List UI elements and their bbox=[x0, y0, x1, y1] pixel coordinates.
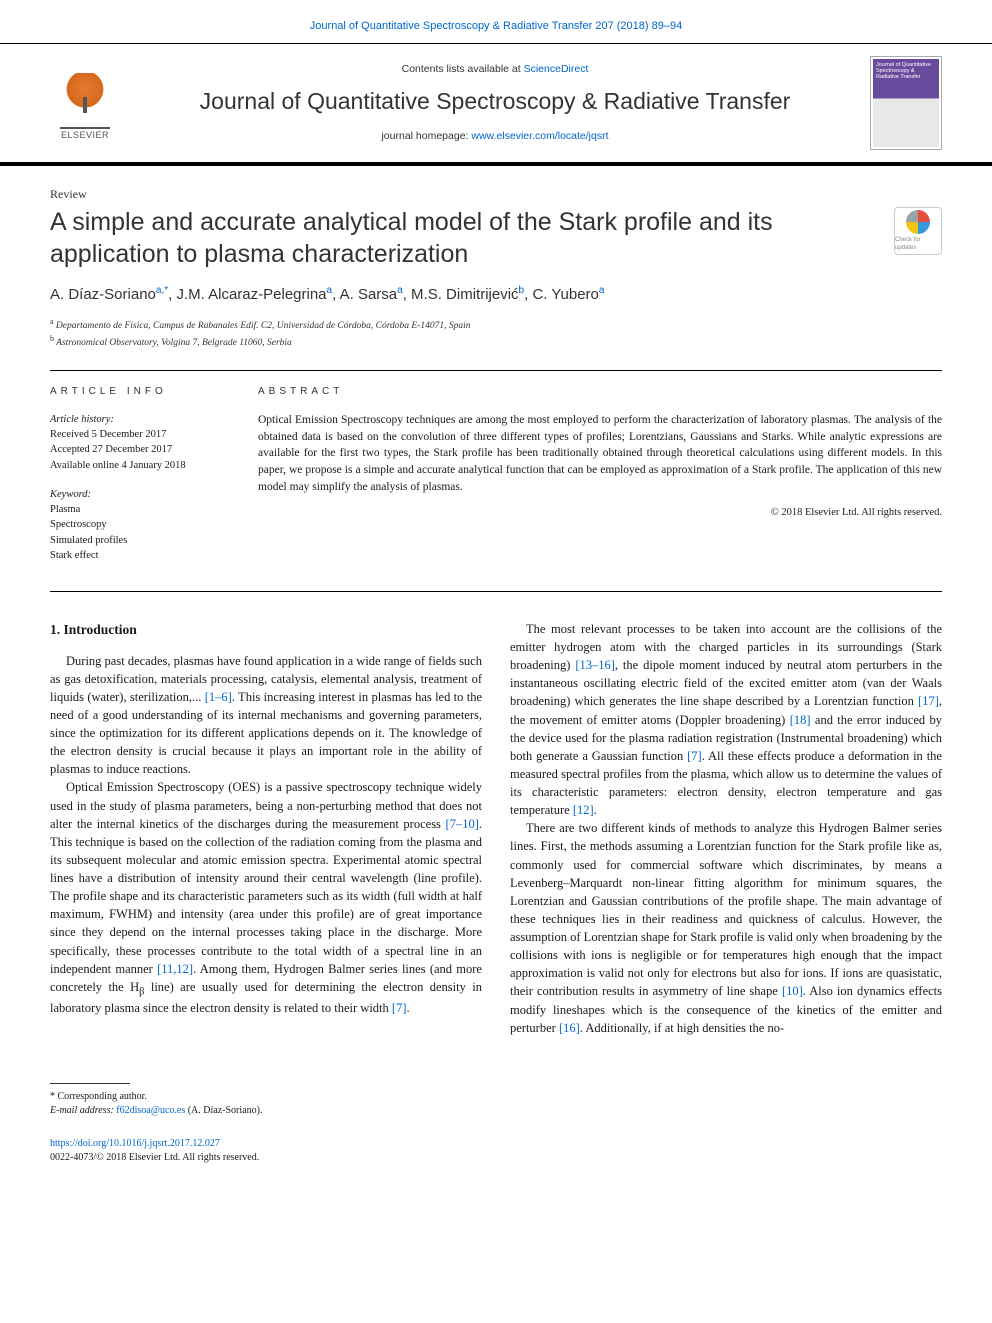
article-title: A simple and accurate analytical model o… bbox=[50, 207, 874, 270]
cover-thumb-title: Journal of Quantitative Spectroscopy & R… bbox=[873, 59, 939, 83]
para-1: During past decades, plasmas have found … bbox=[50, 652, 482, 779]
affiliation-b: Astronomical Observatory, Volgina 7, Bel… bbox=[56, 338, 292, 348]
keyword: Plasma bbox=[50, 502, 242, 517]
info-abstract-block: ARTICLE INFO Article history: Received 5… bbox=[50, 370, 942, 591]
sciencedirect-link[interactable]: ScienceDirect bbox=[524, 63, 589, 75]
header-center: Contents lists available at ScienceDirec… bbox=[138, 62, 852, 144]
doi-link[interactable]: https://doi.org/10.1016/j.jqsrt.2017.12.… bbox=[50, 1138, 220, 1149]
issn-line: 0022-4073/© 2018 Elsevier Ltd. All right… bbox=[50, 1152, 259, 1163]
keyword: Stark effect bbox=[50, 548, 242, 563]
ref-link[interactable]: [17] bbox=[918, 694, 939, 708]
history-accepted: Accepted 27 December 2017 bbox=[50, 442, 242, 457]
affiliation-a: Departamento de Física, Campus de Rabana… bbox=[56, 321, 471, 331]
abstract: ABSTRACT Optical Emission Spectroscopy t… bbox=[258, 371, 942, 590]
ref-link[interactable]: [16] bbox=[559, 1021, 580, 1035]
ref-link[interactable]: [7] bbox=[392, 1001, 407, 1015]
article-type: Review bbox=[50, 186, 942, 203]
corresponding-author: * Corresponding author. E-mail address: … bbox=[50, 1090, 942, 1119]
affiliations: a Departamento de Física, Campus de Raba… bbox=[50, 316, 942, 351]
ref-link[interactable]: [11,12] bbox=[157, 962, 193, 976]
ref-link[interactable]: [18] bbox=[790, 713, 811, 727]
footnote-rule bbox=[50, 1083, 130, 1084]
body-columns: 1. Introduction During past decades, pla… bbox=[50, 620, 942, 1037]
crossmark-label: Check for updates bbox=[895, 236, 941, 253]
authors: A. Díaz-Sorianoa,*, J.M. Alcaraz-Pelegri… bbox=[50, 284, 942, 306]
homepage-link[interactable]: www.elsevier.com/locate/jqsrt bbox=[471, 130, 608, 142]
journal-header: ELSEVIER Contents lists available at Sci… bbox=[0, 43, 992, 166]
ref-link[interactable]: [1–6] bbox=[205, 690, 232, 704]
crossmark-icon bbox=[906, 210, 930, 234]
contents-pre: Contents lists available at bbox=[402, 63, 524, 75]
elsevier-tree-icon bbox=[60, 73, 110, 129]
para-3: The most relevant processes to be taken … bbox=[510, 620, 942, 819]
journal-name: Journal of Quantitative Spectroscopy & R… bbox=[138, 85, 852, 118]
ref-link[interactable]: [12] bbox=[573, 803, 594, 817]
elsevier-logo: ELSEVIER bbox=[50, 64, 120, 142]
email-link[interactable]: f62disoa@uco.es bbox=[116, 1105, 185, 1116]
email-label: E-mail address: bbox=[50, 1105, 114, 1116]
keyword: Spectroscopy bbox=[50, 517, 242, 532]
running-head: Journal of Quantitative Spectroscopy & R… bbox=[0, 0, 992, 43]
history-received: Received 5 December 2017 bbox=[50, 427, 242, 442]
ref-link[interactable]: [7–10] bbox=[446, 817, 479, 831]
history-label: Article history: bbox=[50, 412, 242, 427]
history-online: Available online 4 January 2018 bbox=[50, 458, 242, 473]
journal-cover-thumb: Journal of Quantitative Spectroscopy & R… bbox=[870, 56, 942, 150]
copyright: © 2018 Elsevier Ltd. All rights reserved… bbox=[258, 505, 942, 520]
para-2: Optical Emission Spectroscopy (OES) is a… bbox=[50, 778, 482, 1017]
keyword: Simulated profiles bbox=[50, 533, 242, 548]
elsevier-text: ELSEVIER bbox=[61, 129, 109, 142]
doi-block: https://doi.org/10.1016/j.jqsrt.2017.12.… bbox=[50, 1137, 942, 1166]
abstract-label: ABSTRACT bbox=[258, 385, 942, 400]
ref-link[interactable]: [7] bbox=[687, 749, 702, 763]
ref-link[interactable]: [10] bbox=[782, 984, 803, 998]
article-info: ARTICLE INFO Article history: Received 5… bbox=[50, 371, 258, 590]
homepage-line: journal homepage: www.elsevier.com/locat… bbox=[138, 129, 852, 144]
contents-available: Contents lists available at ScienceDirec… bbox=[138, 62, 852, 77]
keyword-label: Keyword: bbox=[50, 487, 242, 502]
para-4: There are two different kinds of methods… bbox=[510, 819, 942, 1037]
abstract-text: Optical Emission Spectroscopy techniques… bbox=[258, 412, 942, 495]
email-author: (A. Díaz-Soriano). bbox=[188, 1105, 263, 1116]
section-1-title: 1. Introduction bbox=[50, 620, 482, 640]
ref-link[interactable]: [13–16] bbox=[575, 658, 615, 672]
page-footer: * Corresponding author. E-mail address: … bbox=[50, 1063, 942, 1166]
journal-citation: Journal of Quantitative Spectroscopy & R… bbox=[310, 20, 682, 32]
crossmark-badge[interactable]: Check for updates bbox=[894, 207, 942, 255]
homepage-pre: journal homepage: bbox=[381, 130, 471, 142]
info-label: ARTICLE INFO bbox=[50, 385, 242, 400]
corr-label: * Corresponding author. bbox=[50, 1090, 942, 1105]
